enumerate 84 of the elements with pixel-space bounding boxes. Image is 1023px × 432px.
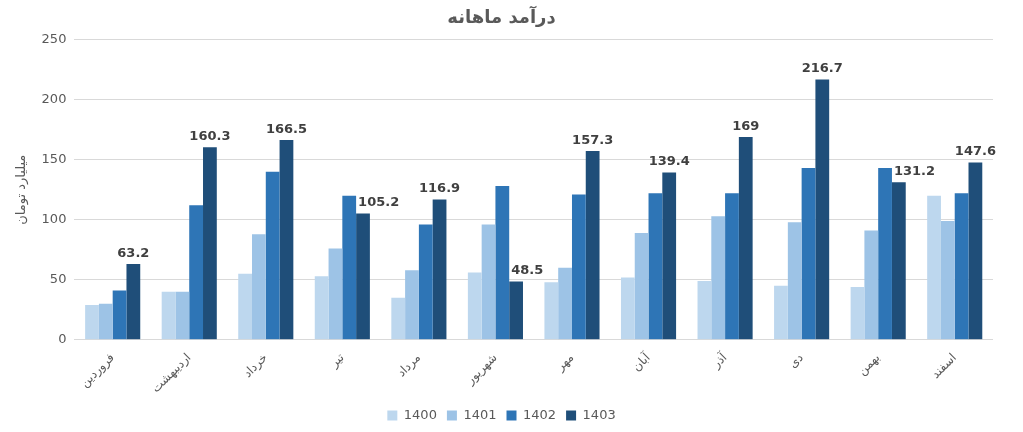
bar [711, 216, 726, 340]
bar [850, 287, 865, 340]
x-tick-label: شهریور [462, 350, 501, 389]
data-label: 169 [732, 117, 760, 133]
data-label: 166.5 [265, 120, 308, 136]
bar [864, 230, 879, 340]
bar [968, 162, 983, 340]
bar [697, 281, 712, 340]
bar [405, 270, 419, 340]
y-tick-label: 150 [41, 151, 67, 167]
y-tick-label: 0 [58, 331, 67, 347]
x-tick-label: مرداد [394, 350, 424, 381]
data-label: 160.3 [189, 128, 231, 144]
bar [238, 273, 253, 340]
x-tick-label: آبان [628, 349, 654, 374]
bar [648, 193, 663, 340]
data-label: 116.9 [418, 180, 461, 196]
x-tick-label: بهمن [854, 350, 884, 379]
x-tick-label: خرداد [240, 350, 271, 381]
legend-label: 1402 [523, 406, 557, 422]
legend-label: 1403 [582, 406, 616, 422]
bar [189, 205, 204, 340]
data-label: 48.5 [511, 262, 544, 278]
bar [954, 193, 969, 340]
x-tick-label: مهر [552, 350, 578, 375]
bar [585, 150, 600, 340]
data-label: 139.4 [648, 153, 690, 169]
legend-label: 1400 [403, 406, 437, 422]
bar [481, 224, 496, 340]
bar [98, 303, 113, 340]
bar [891, 182, 906, 340]
bar [738, 136, 753, 340]
bar [878, 168, 892, 340]
bar [634, 232, 649, 340]
bar [314, 276, 329, 340]
bar [620, 277, 635, 340]
bar [801, 168, 816, 340]
x-tick-label: تیر [326, 350, 348, 372]
bar [495, 186, 510, 340]
x-tick-label: دی [785, 350, 806, 371]
bar [203, 147, 217, 340]
data-label: 147.6 [954, 143, 996, 159]
bar [126, 263, 141, 340]
bar [815, 79, 830, 340]
legend-label: 1401 [463, 406, 497, 422]
bar [356, 213, 370, 340]
x-tick-label: اسفند [928, 350, 960, 382]
chart-title: درآمد ماهانه [447, 5, 556, 28]
x-tick-label: فروردین [77, 350, 118, 391]
data-label: 216.7 [801, 60, 843, 76]
data-label: 131.2 [893, 163, 936, 179]
bar [112, 290, 127, 340]
data-label: 157.3 [572, 131, 614, 147]
bar [85, 305, 99, 340]
bar [467, 272, 482, 340]
data-label: 105.2 [358, 194, 400, 210]
y-tick-label: 200 [41, 91, 67, 107]
bar [927, 195, 941, 340]
bar [265, 171, 280, 340]
bar [161, 291, 176, 340]
bar [342, 195, 357, 340]
bar [391, 297, 406, 340]
bar [725, 193, 739, 340]
bar [328, 248, 343, 340]
y-tick-label: 50 [49, 271, 67, 287]
bar [787, 222, 802, 340]
data-label: 63.2 [117, 244, 150, 260]
bar [558, 267, 572, 340]
bar [571, 194, 586, 340]
bar [279, 139, 294, 340]
x-tick-label: اردیبهشت [148, 350, 195, 396]
y-tick-label: 100 [41, 211, 67, 227]
bar [418, 224, 433, 340]
bar [175, 291, 190, 340]
bar [252, 234, 266, 340]
bar [940, 220, 955, 340]
bar [509, 281, 523, 340]
bar [662, 172, 677, 340]
bar [432, 199, 447, 340]
y-axis-title: میلیارد تومان [13, 154, 30, 225]
bar [774, 285, 788, 340]
y-tick-label: 250 [41, 30, 67, 46]
x-tick-label: آذر [707, 349, 731, 372]
bar [544, 282, 559, 340]
